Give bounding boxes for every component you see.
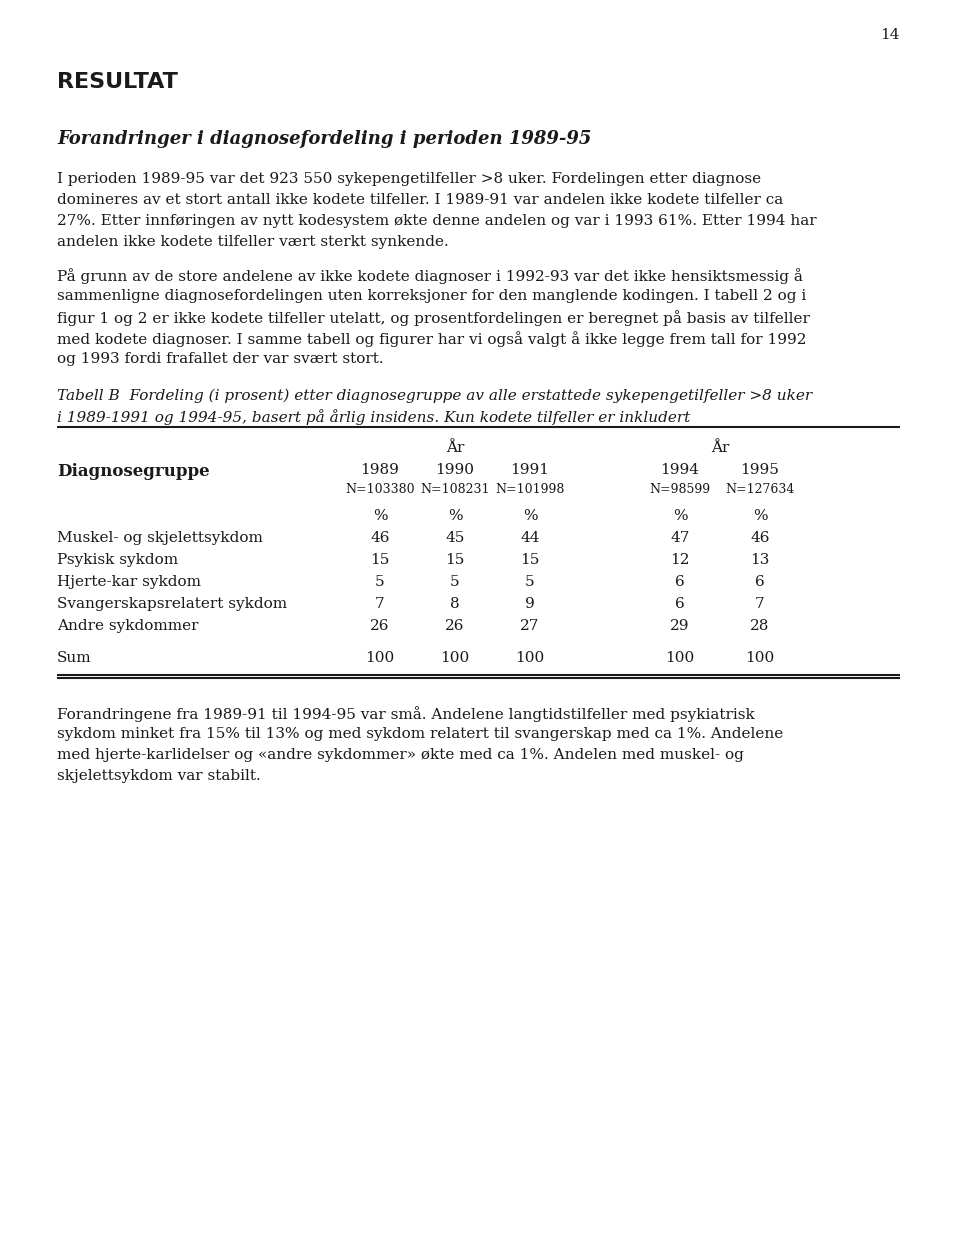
Text: 5: 5 [375,575,385,590]
Text: 100: 100 [441,651,469,665]
Text: %: % [372,509,387,523]
Text: Svangerskapsrelatert sykdom: Svangerskapsrelatert sykdom [57,597,287,611]
Text: skjelettsykdom var stabilt.: skjelettsykdom var stabilt. [57,769,261,782]
Text: 46: 46 [751,531,770,545]
Text: med hjerte-karlidelser og «andre sykdommer» økte med ca 1%. Andelen med muskel- : med hjerte-karlidelser og «andre sykdomm… [57,748,744,763]
Text: 7: 7 [375,597,385,611]
Text: 15: 15 [371,552,390,567]
Text: sykdom minket fra 15% til 13% og med sykdom relatert til svangerskap med ca 1%. : sykdom minket fra 15% til 13% og med syk… [57,727,783,742]
Text: 1994: 1994 [660,464,700,477]
Text: 6: 6 [675,597,684,611]
Text: 1995: 1995 [740,464,780,477]
Text: År: År [445,441,465,455]
Text: Forandringer i diagnosefordeling i perioden 1989-95: Forandringer i diagnosefordeling i perio… [57,130,591,148]
Text: Psykisk sykdom: Psykisk sykdom [57,552,179,567]
Text: 100: 100 [366,651,395,665]
Text: 1990: 1990 [436,464,474,477]
Text: RESULTAT: RESULTAT [57,72,178,91]
Text: 100: 100 [745,651,775,665]
Text: Andre sykdommer: Andre sykdommer [57,619,199,633]
Text: 5: 5 [525,575,535,590]
Text: 44: 44 [520,531,540,545]
Text: 1991: 1991 [511,464,549,477]
Text: 45: 45 [445,531,465,545]
Text: %: % [447,509,463,523]
Text: 26: 26 [445,619,465,633]
Text: %: % [673,509,687,523]
Text: Forandringene fra 1989-91 til 1994-95 var små. Andelene langtidstilfeller med ps: Forandringene fra 1989-91 til 1994-95 va… [57,706,755,722]
Text: N=98599: N=98599 [649,483,710,496]
Text: Diagnosegruppe: Diagnosegruppe [57,464,209,480]
Text: 8: 8 [450,597,460,611]
Text: Tabell B  Fordeling (i prosent) etter diagnosegruppe av alle erstattede sykepeng: Tabell B Fordeling (i prosent) etter dia… [57,389,812,403]
Text: 12: 12 [670,552,689,567]
Text: sammenligne diagnosefordelingen uten korreksjoner for den manglende kodingen. I : sammenligne diagnosefordelingen uten kor… [57,289,806,303]
Text: 5: 5 [450,575,460,590]
Text: 6: 6 [675,575,684,590]
Text: figur 1 og 2 er ikke kodete tilfeller utelatt, og prosentfordelingen er beregnet: figur 1 og 2 er ikke kodete tilfeller ut… [57,310,810,326]
Text: I perioden 1989-95 var det 923 550 sykepengetilfeller >8 uker. Fordelingen etter: I perioden 1989-95 var det 923 550 sykep… [57,172,761,185]
Text: 100: 100 [665,651,695,665]
Text: 26: 26 [371,619,390,633]
Text: N=101998: N=101998 [495,483,564,496]
Text: 100: 100 [516,651,544,665]
Text: 28: 28 [751,619,770,633]
Text: 15: 15 [520,552,540,567]
Text: andelen ikke kodete tilfeller vært sterkt synkende.: andelen ikke kodete tilfeller vært sterk… [57,235,448,248]
Text: %: % [522,509,538,523]
Text: og 1993 fordi frafallet der var svært stort.: og 1993 fordi frafallet der var svært st… [57,352,384,366]
Text: N=127634: N=127634 [726,483,795,496]
Text: På grunn av de store andelene av ikke kodete diagnoser i 1992-93 var det ikke he: På grunn av de store andelene av ikke ko… [57,268,803,284]
Text: Sum: Sum [57,651,91,665]
Text: År: År [710,441,730,455]
Text: domineres av et stort antall ikke kodete tilfeller. I 1989-91 var andelen ikke k: domineres av et stort antall ikke kodete… [57,193,783,206]
Text: 27: 27 [520,619,540,633]
Text: N=108231: N=108231 [420,483,490,496]
Text: 14: 14 [880,28,900,42]
Text: 6: 6 [756,575,765,590]
Text: 13: 13 [751,552,770,567]
Text: Hjerte-kar sykdom: Hjerte-kar sykdom [57,575,201,590]
Text: 46: 46 [371,531,390,545]
Text: 27%. Etter innføringen av nytt kodesystem økte denne andelen og var i 1993 61%. : 27%. Etter innføringen av nytt kodesyste… [57,214,817,227]
Text: 47: 47 [670,531,689,545]
Text: i 1989-1991 og 1994-95, basert på årlig insidens. Kun kodete tilfeller er inklud: i 1989-1991 og 1994-95, basert på årlig … [57,409,690,425]
Text: N=103380: N=103380 [346,483,415,496]
Text: 29: 29 [670,619,689,633]
Text: 7: 7 [756,597,765,611]
Text: %: % [753,509,767,523]
Text: 9: 9 [525,597,535,611]
Text: 15: 15 [445,552,465,567]
Text: Muskel- og skjelettsykdom: Muskel- og skjelettsykdom [57,531,263,545]
Text: 1989: 1989 [361,464,399,477]
Text: med kodete diagnoser. I samme tabell og figurer har vi også valgt å ikke legge f: med kodete diagnoser. I samme tabell og … [57,331,806,347]
